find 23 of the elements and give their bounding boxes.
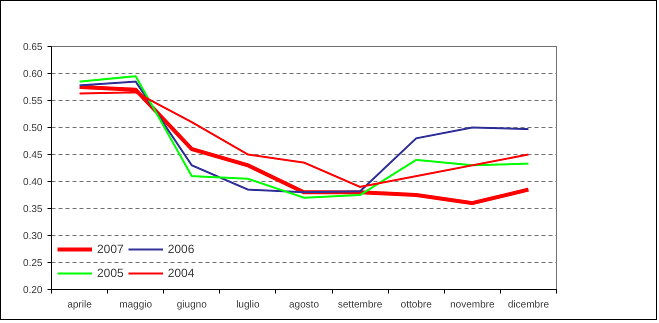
x-tick-label: settembre xyxy=(338,300,383,310)
y-tick-label: 0.60 xyxy=(23,69,43,80)
x-tick-label: ottobre xyxy=(400,300,432,310)
legend-label: 2004 xyxy=(168,266,194,280)
x-tick-label: maggio xyxy=(119,300,153,310)
x-tick-label: dicembre xyxy=(508,300,550,310)
y-tick-label: 0.20 xyxy=(23,285,43,296)
y-tick-label: 0.40 xyxy=(23,177,43,188)
y-tick-label: 0.25 xyxy=(23,258,43,269)
legend-label: 2006 xyxy=(168,242,194,256)
y-tick-label: 0.30 xyxy=(23,231,43,242)
y-tick-label: 0.35 xyxy=(23,204,43,215)
y-tick-label: 0.45 xyxy=(23,150,43,161)
y-tick-label: 0.55 xyxy=(23,96,43,107)
x-tick-label: aprile xyxy=(67,300,92,310)
legend-label: 2007 xyxy=(97,242,124,256)
x-tick-label: agosto xyxy=(288,300,320,310)
x-tick-label: novembre xyxy=(450,300,496,310)
y-tick-label: 0.50 xyxy=(23,123,43,134)
legend-label: 2005 xyxy=(97,266,124,280)
x-tick-label: giugno xyxy=(176,300,208,310)
x-tick-label: luglio xyxy=(236,300,260,310)
y-tick-label: 0.65 xyxy=(23,42,43,53)
